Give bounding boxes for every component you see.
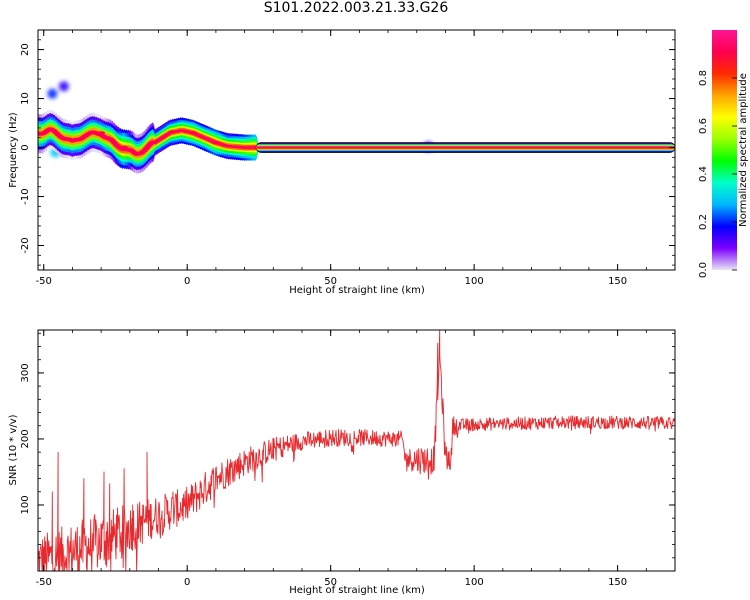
colorbar: 0.0 0.2 0.4 0.6 0.8 Normalized spectral ampl…: [698, 30, 749, 278]
y-tick-label: -20: [20, 237, 31, 253]
snr-ylabel: SNR (10 * v/v): [8, 414, 19, 485]
snr-marks: [38, 330, 675, 571]
spectral-hotspot: [97, 131, 106, 135]
x-tick-label: 0: [184, 276, 190, 287]
spectral-band: [255, 142, 675, 153]
x-tick-label: -50: [36, 276, 52, 287]
spectral-band-layer: [256, 146, 675, 149]
x-tick-label: 150: [608, 577, 627, 588]
spectrogram-xlabel: Height of straight line (km): [289, 285, 425, 296]
y-tick-label: 0: [20, 144, 31, 150]
snr-panel: -50 0 50 100 150 300 200 100 Height of straight…: [8, 329, 676, 596]
colorbar-gradient-bar: [712, 30, 737, 270]
spectrogram-frame: [37, 29, 676, 271]
spectral-hotspot: [211, 141, 220, 145]
colorbar-tick-label: 0.0: [698, 262, 709, 278]
spectral-hotspot: [188, 131, 197, 135]
x-tick-label: 100: [465, 577, 484, 588]
colorbar-tick-label: 0.2: [698, 214, 709, 230]
snr-xlabel: Height of straight line (km): [289, 585, 425, 596]
colorbar-tick-label: 0.4: [698, 166, 709, 182]
spectral-hotspot: [120, 145, 129, 150]
colorbar-tick-label: 0.6: [698, 118, 709, 134]
snr-axes: -50 0 50 100 150 300 200 100: [20, 330, 676, 588]
snr-line: [38, 330, 675, 571]
x-tick-label: 150: [608, 276, 627, 287]
y-tick-label: 10: [20, 92, 31, 105]
y-tick-label: 20: [20, 43, 31, 56]
colorbar-tick-label: 0.8: [698, 70, 709, 86]
y-tick-label: -10: [20, 188, 31, 204]
spectrogram-marks: [38, 81, 675, 174]
figure-title: S101.2022.003.21.33.G26: [263, 0, 449, 16]
x-tick-label: 50: [324, 276, 337, 287]
colorbar-ticks: 0.0 0.2 0.4 0.6 0.8: [698, 70, 737, 278]
snr-frame: [37, 329, 676, 572]
x-tick-label: 50: [324, 577, 337, 588]
spectrogram-ylabel: Frequency (Hz): [8, 112, 19, 188]
spectral-blob: [58, 81, 69, 92]
y-tick-label: 200: [20, 429, 31, 448]
y-tick-label: 100: [20, 495, 31, 514]
y-tick-label: 300: [20, 363, 31, 382]
x-tick-label: 0: [184, 577, 190, 588]
x-tick-label: 100: [465, 276, 484, 287]
spectral-hotspot: [168, 130, 177, 134]
x-tick-label: -50: [36, 577, 52, 588]
spectral-blob: [47, 88, 58, 99]
colorbar-label: Normalized spectral amplitude: [738, 73, 749, 227]
